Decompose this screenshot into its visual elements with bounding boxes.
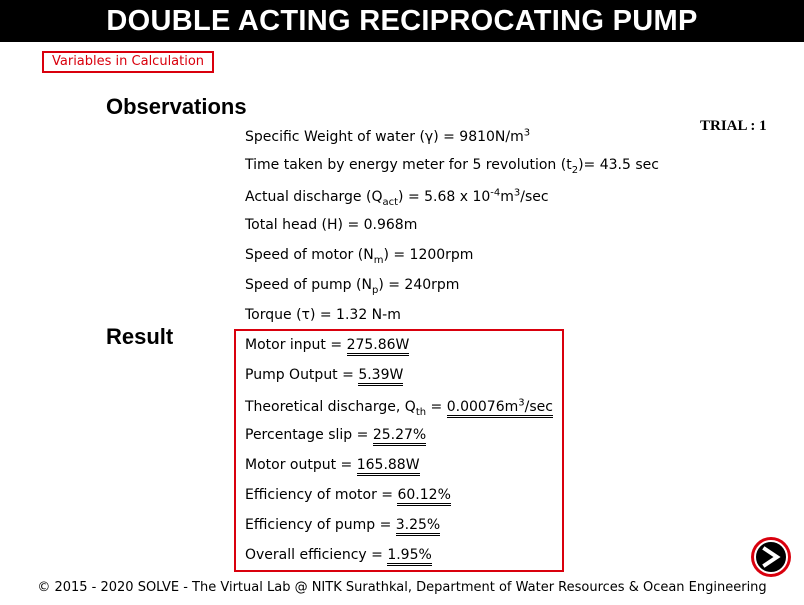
percentage-slip-value: 25.27% bbox=[372, 427, 427, 446]
efficiency-pump-value: 3.25% bbox=[395, 517, 441, 536]
variables-in-calculation-link[interactable]: Variables in Calculation bbox=[42, 51, 215, 73]
overall-efficiency-value: 1.95% bbox=[387, 547, 432, 566]
motor-input-line: Motor input = 275.86W bbox=[245, 336, 410, 356]
motor-input-value: 275.86W bbox=[346, 337, 410, 356]
trial-label: TRIAL : 1 bbox=[700, 118, 767, 134]
speed-motor-line: Speed of motor (Nm) = 1200rpm bbox=[245, 247, 474, 266]
result-heading: Result bbox=[106, 324, 174, 349]
page-title: DOUBLE ACTING RECIPROCATING PUMP bbox=[0, 0, 804, 42]
total-head-line: Total head (H) = 0.968m bbox=[245, 217, 418, 233]
result-box bbox=[234, 329, 564, 572]
footer: © 2015 - 2020 SOLVE - The Virtual Lab @ … bbox=[37, 580, 767, 595]
pump-output-value: 5.39W bbox=[358, 367, 404, 386]
next-button[interactable] bbox=[751, 537, 791, 577]
speed-pump-line: Speed of pump (Np) = 240rpm bbox=[245, 277, 460, 296]
motor-output-value: 165.88W bbox=[356, 457, 420, 476]
next-arrow-icon bbox=[754, 540, 788, 574]
efficiency-pump-line: Efficiency of pump = 3.25% bbox=[245, 516, 441, 536]
actual-discharge-line: Actual discharge (Qact) = 5.68 x 10-4m3/… bbox=[245, 187, 549, 208]
time-taken-line: Time taken by energy meter for 5 revolut… bbox=[245, 157, 659, 176]
percentage-slip-line: Percentage slip = 25.27% bbox=[245, 426, 427, 446]
efficiency-motor-line: Efficiency of motor = 60.12% bbox=[245, 486, 451, 506]
observations-heading: Observations bbox=[106, 94, 247, 119]
pump-output-line: Pump Output = 5.39W bbox=[245, 366, 404, 386]
overall-efficiency-line: Overall efficiency = 1.95% bbox=[245, 546, 432, 566]
torque-line: Torque (τ) = 1.32 N-m bbox=[245, 307, 401, 323]
specific-weight-line: Specific Weight of water (γ) = 9810N/m3 bbox=[245, 127, 531, 145]
efficiency-motor-value: 60.12% bbox=[397, 487, 451, 506]
variables-link-label: Variables in Calculation bbox=[52, 54, 205, 69]
motor-output-line: Motor output = 165.88W bbox=[245, 456, 420, 476]
theoretical-discharge-value: 0.00076m3/sec bbox=[446, 398, 553, 418]
theoretical-discharge-line: Theoretical discharge, Qth = 0.00076m3/s… bbox=[245, 397, 553, 418]
